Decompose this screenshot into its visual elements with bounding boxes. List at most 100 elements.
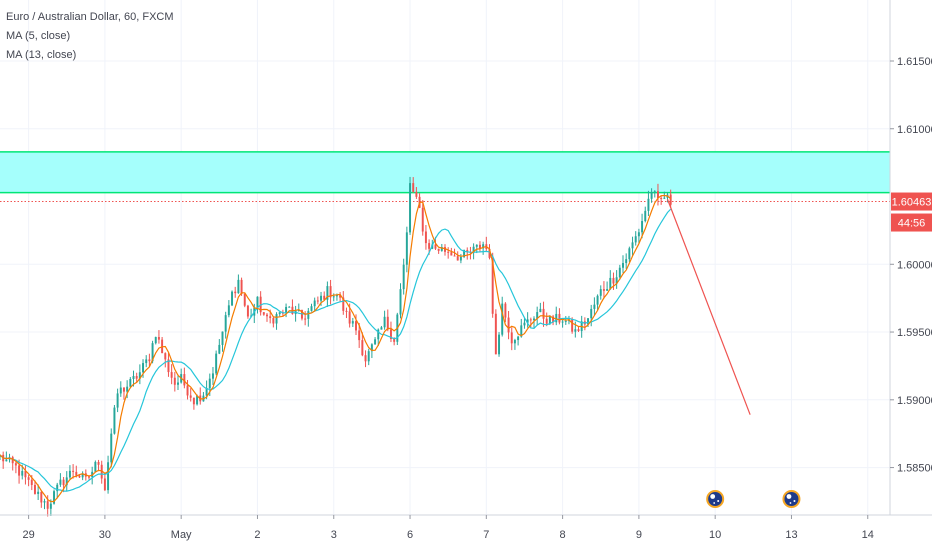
- candle-body: [285, 306, 288, 314]
- candle-body: [148, 359, 151, 362]
- ma13-label[interactable]: MA (13, close): [6, 49, 77, 61]
- candle-body: [68, 470, 71, 478]
- candle-body: [326, 286, 329, 300]
- candle-body: [62, 479, 65, 486]
- candle-body: [444, 247, 446, 252]
- x-tick-label: 9: [636, 529, 642, 541]
- candle-body: [501, 303, 504, 335]
- candle-body: [151, 343, 154, 362]
- candle-body: [399, 289, 402, 315]
- candle-body: [81, 473, 84, 478]
- candle-body: [262, 312, 265, 315]
- candle-body: [596, 295, 599, 305]
- candles: [0, 176, 672, 517]
- candle-body: [507, 317, 510, 333]
- candle-body: [533, 318, 535, 321]
- candle-body: [142, 363, 145, 373]
- candle-body: [653, 191, 656, 193]
- price-badge-text: 1.60463: [892, 197, 932, 209]
- candle-body: [587, 318, 590, 325]
- symbol-title[interactable]: Euro / Australian Dollar, 60, FXCM: [6, 11, 174, 23]
- candle-body: [323, 295, 326, 300]
- candle-body: [424, 231, 427, 244]
- candle-body: [18, 465, 21, 476]
- candle-body: [103, 478, 106, 491]
- x-tick-label: 30: [99, 529, 111, 541]
- candle-body: [170, 372, 173, 378]
- x-tick-label: 6: [407, 529, 413, 541]
- candle-body: [113, 407, 116, 434]
- candle-body: [663, 197, 666, 199]
- candle-body: [561, 321, 564, 323]
- x-tick-label: 14: [862, 529, 874, 541]
- candle-body: [135, 376, 138, 379]
- au-flag-icon: [706, 490, 725, 508]
- candle-body: [574, 329, 577, 332]
- candle-body: [361, 340, 364, 356]
- candle-body: [24, 471, 27, 478]
- candle-body: [33, 484, 36, 494]
- candle-body: [409, 183, 412, 233]
- flag-star: [713, 502, 716, 504]
- candle-body: [269, 316, 272, 319]
- candle-body: [14, 463, 17, 466]
- candle-body: [237, 279, 240, 294]
- candle-body: [428, 243, 431, 249]
- candle-body: [240, 279, 243, 294]
- candle-body: [571, 319, 574, 332]
- candle-body: [650, 192, 653, 199]
- x-tick-label: 3: [331, 529, 337, 541]
- candle-body: [498, 334, 501, 355]
- resistance-zone: [0, 151, 890, 194]
- candle-body: [374, 339, 377, 345]
- ma5-label[interactable]: MA (5, close): [6, 30, 71, 42]
- candle-body: [453, 255, 456, 257]
- candle-body: [539, 308, 542, 313]
- candle-body: [320, 295, 323, 301]
- candle-body: [383, 316, 386, 328]
- candle-body: [593, 304, 596, 309]
- candle-body: [504, 303, 507, 318]
- candle-body: [138, 372, 141, 379]
- candle-body: [208, 378, 211, 389]
- candle-body: [491, 257, 494, 314]
- candle-body: [196, 395, 199, 405]
- candle-body: [332, 296, 335, 298]
- candle-body: [183, 374, 186, 386]
- candle-body: [88, 476, 90, 478]
- y-tick-label: 1.59000: [897, 395, 932, 407]
- candle-body: [402, 264, 405, 290]
- candle-body: [30, 479, 33, 485]
- candle-body: [370, 344, 373, 352]
- candle-body: [43, 501, 46, 503]
- candle-body: [590, 308, 593, 319]
- x-tick-label: 13: [785, 529, 797, 541]
- candle-body: [494, 313, 497, 355]
- candle-body: [234, 291, 237, 294]
- candle-body: [393, 338, 396, 342]
- candle-body: [548, 316, 551, 324]
- candle-body: [126, 386, 129, 392]
- candle-body: [641, 221, 644, 233]
- candle-body: [513, 340, 516, 344]
- x-tick-label: 7: [483, 529, 489, 541]
- candle-body: [552, 316, 555, 323]
- candle-body: [389, 329, 392, 339]
- candle-body: [609, 277, 612, 290]
- candle-body: [577, 329, 580, 332]
- candle-body: [647, 198, 650, 211]
- flag-circle: [706, 490, 725, 508]
- candle-body: [529, 319, 532, 321]
- candle-body: [644, 210, 647, 222]
- candle-body: [421, 207, 424, 232]
- candle-body: [72, 470, 75, 472]
- candle-body: [472, 246, 475, 253]
- candle-body: [364, 355, 367, 362]
- candle-body: [288, 306, 291, 308]
- candle-body: [342, 297, 345, 311]
- y-tick-label: 1.58500: [897, 463, 932, 475]
- candle-body: [307, 310, 310, 319]
- candle-body: [434, 244, 437, 249]
- candle-body: [345, 310, 348, 312]
